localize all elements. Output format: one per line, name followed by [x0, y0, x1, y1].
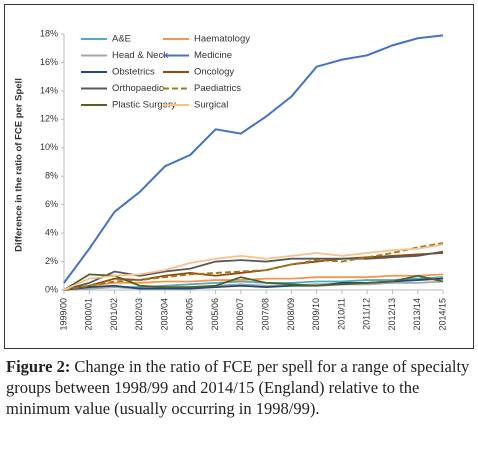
x-tick-label: 2014/15 — [437, 298, 447, 331]
y-tick-label: 8% — [45, 171, 58, 181]
x-tick-label: 1999/00 — [58, 298, 68, 331]
y-tick-label: 2% — [45, 256, 58, 266]
legend-label: Surgical — [194, 100, 228, 111]
legend-label: Haematology — [194, 34, 250, 45]
y-tick-label: 10% — [40, 142, 58, 152]
x-tick-label: 2000/01 — [84, 298, 94, 331]
legend-label: Orthopaedic — [112, 83, 164, 94]
x-tick-label: 2001/02 — [109, 298, 119, 331]
series-line — [63, 243, 444, 291]
caption: Figure 2: Change in the ratio of FCE per … — [6, 356, 472, 419]
y-axis-label: Difference in the ratio of FCE per Spell — [14, 78, 25, 252]
x-tick-label: 2013/14 — [412, 298, 422, 331]
legend-label: Paediatrics — [194, 83, 241, 94]
legend-label: Head & Neck — [112, 50, 168, 61]
x-tick-label: 2002/03 — [134, 298, 144, 331]
y-tick-label: 18% — [40, 28, 58, 38]
y-tick-label: 12% — [40, 114, 58, 124]
x-tick-label: 2010/11 — [336, 298, 346, 330]
chart: Difference in the ratio of FCE per Spell… — [14, 28, 448, 331]
x-tick-label: 2009/10 — [311, 298, 321, 331]
legend-label: Medicine — [194, 50, 232, 61]
caption-label: Figure 2: — [6, 357, 71, 376]
legend-label: Oncology — [194, 67, 234, 78]
x-tick-label: 2004/05 — [185, 298, 195, 331]
legend-label: Plastic Surgery — [112, 100, 176, 111]
caption-text: Change in the ratio of FCE per spell for… — [6, 357, 470, 418]
legend-label: A&E — [112, 34, 131, 45]
series-line — [63, 273, 444, 291]
x-tick-label: 2007/08 — [261, 298, 271, 331]
chart-frame: Difference in the ratio of FCE per Spell… — [4, 4, 474, 349]
series-line — [63, 250, 444, 291]
x-tick-label: 2006/07 — [235, 298, 245, 331]
y-tick-label: 14% — [40, 85, 58, 95]
series-line — [63, 34, 444, 284]
x-tick-label: 2003/04 — [159, 298, 169, 331]
y-tick-label: 6% — [45, 199, 58, 209]
x-tick-label: 2012/13 — [387, 298, 397, 331]
legend-label: Obstetrics — [112, 67, 155, 78]
y-tick-label: 4% — [45, 227, 58, 237]
x-tick-label: 2008/09 — [286, 298, 296, 331]
x-tick-label: 2011/12 — [362, 298, 372, 330]
x-tick-label: 2005/06 — [210, 298, 220, 331]
y-tick-label: 0% — [45, 284, 58, 294]
y-tick-label: 16% — [40, 57, 58, 67]
